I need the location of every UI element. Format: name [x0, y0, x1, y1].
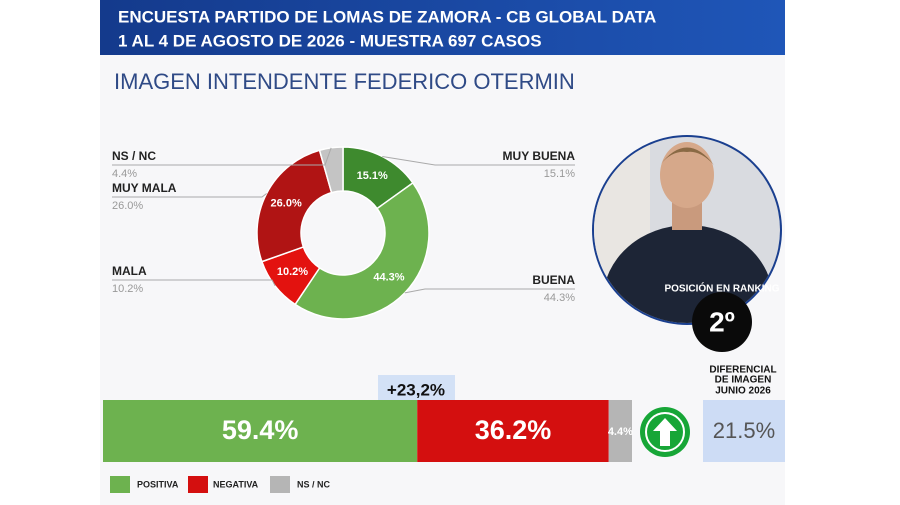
category-label: MUY BUENA	[503, 149, 576, 163]
leader-line	[112, 193, 267, 198]
bar-label: 36.2%	[475, 415, 552, 445]
header-band	[100, 0, 785, 55]
legend-swatch	[188, 476, 208, 493]
header-line: ENCUESTA PARTIDO DE LOMAS DE ZAMORA - CB…	[118, 7, 656, 26]
slice-label: 10.2%	[277, 266, 308, 278]
leader-line	[382, 156, 575, 166]
value-label: 15.1%	[544, 168, 575, 180]
bar-segment	[417, 400, 609, 462]
annotation: +23,2%	[387, 380, 445, 399]
differential-value: 21.5%	[713, 418, 775, 443]
donut-slice	[294, 181, 430, 320]
leader-line	[404, 288, 575, 294]
slice-label: 15.1%	[357, 170, 388, 182]
donut-slice	[256, 149, 333, 263]
legend-swatch	[110, 476, 130, 493]
slice-label: 26.0%	[271, 197, 302, 209]
ranking-value: 2º	[709, 306, 735, 337]
bar-segment	[103, 400, 418, 462]
legend-label: NS / NC	[297, 479, 331, 489]
differential-label: DIFERENCIAL	[709, 365, 776, 376]
up-arrow	[640, 407, 690, 457]
category-label: MUY MALA	[112, 181, 177, 195]
value-label: 10.2%	[112, 283, 143, 295]
chart-title: IMAGEN INTENDENTE FEDERICO OTERMIN	[114, 69, 575, 94]
value-label: 26.0%	[112, 200, 143, 212]
differential-box	[703, 400, 785, 462]
legend-label: POSITIVA	[137, 479, 179, 489]
photo: POSICIÓN EN RANKING 2º	[592, 135, 782, 352]
bar-segment	[608, 400, 632, 462]
slice-label: 44.3%	[373, 271, 404, 283]
ranking-label: POSICIÓN EN RANKING	[664, 282, 779, 295]
header-line: 1 AL 4 DE AGOSTO DE 2026 - MUESTRA 697 C…	[118, 31, 542, 50]
category-label: MALA	[112, 264, 147, 278]
differential-label: DE IMAGEN	[715, 375, 772, 386]
category-label: NS / NC	[112, 149, 156, 163]
bar-label: 4.4%	[608, 426, 633, 438]
legend-label: NEGATIVA	[213, 479, 259, 489]
value-label: 44.3%	[544, 292, 575, 304]
legend-swatch	[270, 476, 290, 493]
leader-line	[112, 147, 332, 166]
donut-slice	[318, 146, 344, 194]
value-label: 4.4%	[112, 168, 137, 180]
differential-label: JUNIO 2026	[715, 386, 771, 397]
leader-line	[112, 279, 276, 286]
bar-label: 59.4%	[222, 415, 299, 445]
category-label: BUENA	[532, 273, 575, 287]
